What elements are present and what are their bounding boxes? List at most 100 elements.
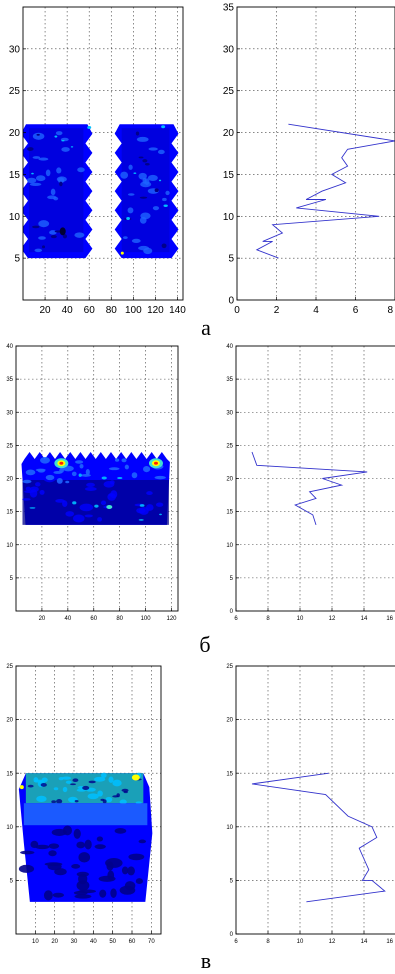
a-contour-r0-mid-4 (61, 147, 70, 152)
b-contour-ytick-1: 10 (6, 543, 13, 549)
a-contour-light-spot-2 (161, 125, 166, 129)
c-contour-xtick-2: 30 (71, 939, 78, 945)
a-contour-r1-mid-2 (152, 206, 160, 211)
b-contour-upper-blob-13 (22, 479, 32, 484)
a-contour-r0-mid-7 (47, 195, 57, 200)
c-contour-upper-light-23 (58, 777, 64, 781)
a-contour-r1-mid-19 (131, 238, 141, 244)
a-contour-r0-light-0 (54, 135, 58, 138)
a-contour-r1-deep-5 (144, 162, 150, 166)
b-profile-xtick-5: 16 (386, 616, 393, 622)
c-contour-xtick-6: 70 (148, 939, 155, 945)
b-contour-lower-blob-2 (100, 500, 107, 506)
c-contour-lower-deep-37 (43, 890, 53, 901)
c-profile-grid (236, 666, 395, 934)
c-contour-frame (15, 665, 162, 935)
c-profile-ytick-0: 0 (230, 932, 234, 938)
a-contour-r0-mid-12 (56, 176, 67, 182)
a-contour-xtick-5: 120 (147, 305, 164, 316)
b-contour-upper-blob-21 (25, 469, 36, 476)
b-contour-upper-blob-18 (65, 480, 70, 484)
a-profile-ytick-3: 15 (223, 170, 235, 181)
b-contour-xtick-4: 100 (141, 616, 152, 622)
b-contour-upper-blob-3 (79, 463, 84, 469)
b-contour-peak-0-red (59, 461, 64, 465)
a-contour-dark-spot (59, 227, 66, 236)
b-contour-spot-cyan (106, 504, 113, 509)
b-contour-light-blob-7 (101, 476, 107, 480)
a-profile-xtick-4: 8 (387, 305, 393, 316)
b-contour-lower-blob-21 (25, 486, 31, 491)
b-contour-light-blob-3 (78, 473, 82, 477)
c-contour-upper-light-17 (36, 795, 47, 802)
c-contour-lower-deep-13 (52, 892, 65, 898)
a-profile-ytick-4: 20 (223, 128, 235, 139)
c-contour-upper-deep-9 (102, 799, 107, 804)
c-contour-lower-deep-17 (98, 875, 116, 882)
a-contour-ytick-2: 15 (9, 170, 21, 181)
b-contour-upper-blob-12 (75, 460, 84, 464)
b-contour-contours (21, 452, 170, 525)
a-profile-ytick-1: 5 (228, 254, 234, 265)
c-contour-xtick-5: 60 (129, 939, 136, 945)
a-contour-r0-light-3 (61, 140, 65, 142)
panel-c-contour-plot: 10 20 30 40 50 60 70 5 10 15 20 25 (6, 664, 162, 945)
a-profile-series-line (255, 123, 395, 259)
a-contour-r1-deep-3 (138, 156, 144, 159)
a-profile-ytick-5: 25 (223, 86, 235, 97)
a-contour-r1-mid-20 (157, 149, 165, 155)
a-contour-xtick-4: 100 (125, 305, 142, 316)
a-contour-r0-deep-5 (62, 234, 68, 239)
b-contour-upper-blob-7 (154, 475, 166, 480)
a-contour-frame (22, 6, 184, 301)
b-contour-upper-blob-17 (115, 458, 120, 462)
a-contour-xtick-6: 140 (169, 305, 186, 316)
c-contour-lower-deep-31 (62, 825, 73, 836)
a-contour-r0-light-2 (70, 146, 74, 148)
b-contour-ytick-3: 20 (6, 477, 13, 483)
c-profile-frame (235, 665, 395, 935)
c-contour-xtick-3: 40 (90, 939, 97, 945)
c-profile-xtick-3: 12 (329, 939, 336, 945)
c-contour-lower-deep-2 (94, 844, 106, 850)
a-contour-r1-deep-2 (139, 196, 148, 199)
a-contour-r1-mid-17 (165, 190, 170, 196)
b-profile-xtick-4: 14 (361, 616, 368, 622)
b-contour-lower-blob-11 (55, 499, 65, 503)
a-contour-yellow-spot (120, 251, 124, 255)
b-contour-lower-blob-24 (35, 482, 41, 487)
b-contour-upper-blob-15 (108, 467, 120, 471)
b-contour-upper-blob-2 (35, 468, 46, 472)
a-contour-r0-mid-10 (45, 169, 51, 177)
b-contour-upper-blob-16 (40, 456, 50, 464)
a-contour-r0-mid-15 (77, 167, 85, 173)
b-contour-ytick-7: 40 (6, 344, 13, 350)
c-contour-ytick-4: 25 (6, 664, 13, 670)
b-profile-xtick-0: 6 (234, 616, 238, 622)
b-contour-ytick-4: 25 (6, 443, 13, 449)
panel-c-profile-plot: 6 8 10 12 14 16 0 5 10 15 20 25 (226, 664, 395, 945)
b-profile-xtick-2: 10 (297, 616, 304, 622)
b-contour-light-blob-0 (94, 504, 99, 508)
c-contour-lower-deep-32 (76, 880, 90, 891)
a-profile-xtick-2: 4 (313, 305, 319, 316)
b-contour-lower-blob-5 (73, 514, 85, 523)
c-contour-upper-light-9 (97, 790, 103, 797)
b-profile-series-line (251, 451, 368, 526)
a-contour-r1-light-1 (126, 217, 130, 220)
b-contour-upper-blob-11 (71, 471, 77, 477)
c-contour-ytick-1: 10 (6, 825, 13, 831)
b-contour-xtick-5: 120 (167, 616, 178, 622)
b-profile-ytick-2: 10 (226, 543, 233, 549)
c-contour-lower-deep-39 (20, 850, 35, 855)
a-contour-r0-deep-3 (32, 225, 40, 229)
c-contour-lower-deep-12 (96, 836, 104, 842)
c-contour-xtick-0: 10 (32, 939, 39, 945)
a-contour-r0-deep-6 (36, 133, 40, 136)
a-contour-ytick-4: 25 (9, 86, 21, 97)
b-contour-lower-blob-27 (146, 504, 154, 511)
panel-b-profile-plot: 6 8 10 12 14 16 0 5 10 15 20 25 30 35 40 (226, 344, 395, 622)
b-contour-lower-blob-10 (86, 482, 95, 487)
c-contour-upper-light-7 (94, 776, 106, 782)
c-contour-lower-deep-24 (121, 866, 129, 875)
